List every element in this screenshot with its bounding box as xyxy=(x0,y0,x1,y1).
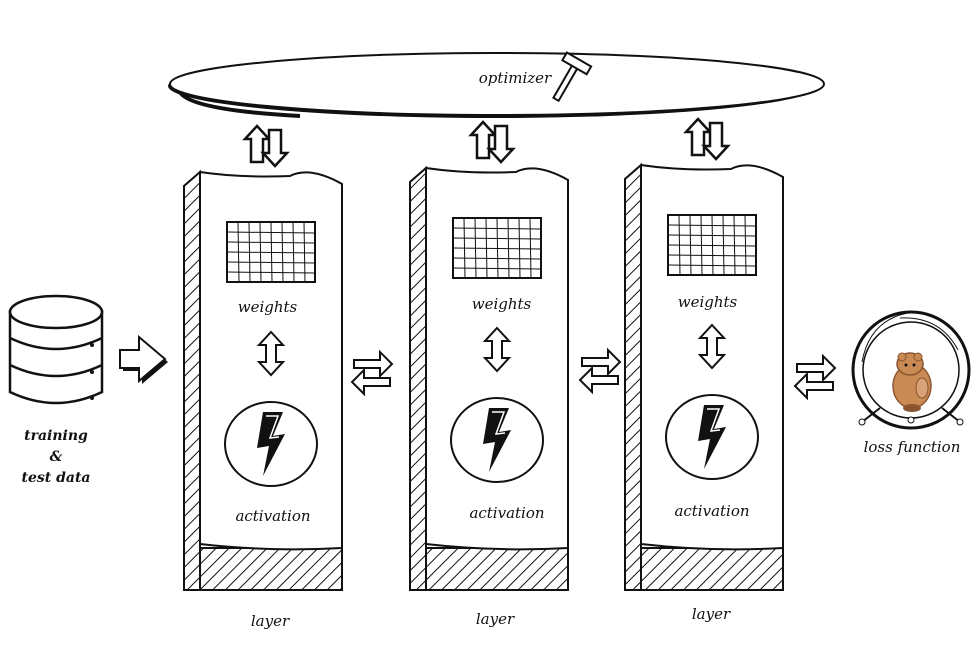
lightning-bolt-icon xyxy=(665,394,759,480)
optimizer-ellipse xyxy=(168,52,825,118)
hamster-icon xyxy=(892,352,932,412)
layer-exchange-arrows-icon xyxy=(578,347,622,395)
activation-label: activation xyxy=(674,502,750,520)
hammer-icon xyxy=(552,51,593,103)
weights-label: weights xyxy=(677,293,738,311)
data-label-line2: & xyxy=(49,449,63,465)
activation-label: activation xyxy=(469,504,545,522)
optimizer-exchange-arrows-icon xyxy=(242,124,290,168)
data-label-line3: test data xyxy=(21,470,91,486)
optimizer-exchange-arrows-icon xyxy=(683,117,731,161)
bidirectional-arrow-icon xyxy=(256,330,286,377)
weights-label: weights xyxy=(471,295,532,313)
optimizer-exchange-arrows-icon xyxy=(468,120,516,164)
weights-grid-icon xyxy=(226,221,316,283)
weights-grid-icon xyxy=(452,217,542,279)
layer-label: layer xyxy=(250,612,290,630)
layer-label: layer xyxy=(475,610,515,628)
layer-column xyxy=(183,124,343,591)
bidirectional-arrow-icon xyxy=(482,326,512,373)
input-arrow-icon xyxy=(119,334,168,384)
loss-exchange-arrows-icon xyxy=(793,353,837,401)
optimizer-label: optimizer xyxy=(478,69,552,87)
database-icon xyxy=(8,294,104,405)
layer-label: layer xyxy=(691,605,731,623)
data-label: training & test data xyxy=(6,426,106,489)
data-label-line1: training xyxy=(24,428,88,444)
activation-label: activation xyxy=(235,507,311,525)
hamster-wheel-icon xyxy=(851,310,971,430)
layer-column xyxy=(624,117,784,591)
bidirectional-arrow-icon xyxy=(697,323,727,370)
layer-column xyxy=(409,120,569,591)
lightning-bolt-icon xyxy=(224,401,318,487)
layer-exchange-arrows-icon xyxy=(350,349,394,397)
weights-grid-icon xyxy=(667,214,757,276)
loss-function-label: loss function xyxy=(863,438,961,456)
weights-label: weights xyxy=(237,298,298,316)
lightning-bolt-icon xyxy=(450,397,544,483)
